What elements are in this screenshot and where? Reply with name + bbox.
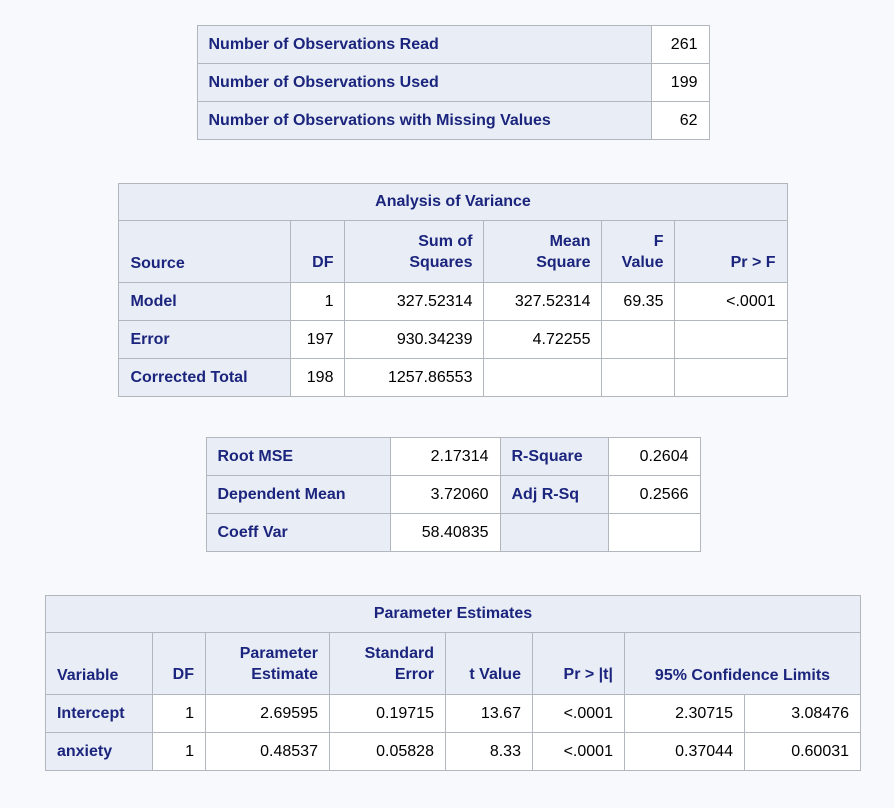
column-header-df: DF	[151, 632, 206, 695]
column-header-variable: Variable	[44, 632, 153, 695]
param-t-value-cell: 13.67	[444, 694, 533, 733]
column-header-confidence-limits: 95% Confidence Limits	[623, 632, 862, 695]
table-row: Model 1 327.52314 327.52314 69.35 <.0001	[118, 282, 788, 321]
column-header-f-value: F Value	[601, 220, 676, 283]
obs-row-label: Number of Observations Used	[196, 63, 652, 102]
table-row: Error 197 930.34239 4.72255	[118, 320, 788, 359]
fit-statistics-table: Root MSE 2.17314 R-Square 0.2604 Depende…	[205, 437, 701, 552]
column-header-sum-of-squares: Sum of Squares	[344, 220, 485, 283]
anova-df-cell: 197	[290, 320, 346, 359]
anova-mean-square-cell	[483, 358, 603, 397]
anova-row-label: Model	[118, 282, 292, 321]
fit-stat-label: R-Square	[499, 437, 609, 476]
anova-sum-squares-cell: 1257.86553	[344, 358, 485, 397]
param-estimate-cell: 0.48537	[204, 732, 330, 771]
param-df-cell: 1	[151, 732, 206, 771]
table-row: Parameter Estimates	[44, 595, 862, 633]
obs-row-label: Number of Observations Read	[196, 25, 652, 64]
parameter-estimates-table: Parameter Estimates Variable DF Paramete…	[44, 595, 862, 771]
spacer	[12, 552, 894, 595]
param-df-cell: 1	[151, 694, 206, 733]
param-ci-upper-cell: 3.08476	[743, 694, 862, 733]
anova-row-label: Error	[118, 320, 292, 359]
spacer	[12, 397, 894, 437]
fit-stat-value: 3.72060	[389, 475, 501, 514]
column-header-df: DF	[290, 220, 346, 283]
table-row: Number of Observations Used 199	[196, 63, 710, 102]
fit-stat-value: 58.40835	[389, 513, 501, 552]
fit-stat-value: 0.2604	[607, 437, 701, 476]
table-row: Coeff Var 58.40835	[205, 513, 701, 552]
obs-row-label: Number of Observations with Missing Valu…	[196, 101, 652, 140]
fit-stat-value	[607, 513, 701, 552]
table-row: anxiety 1 0.48537 0.05828 8.33 <.0001 0.…	[44, 732, 862, 771]
param-std-error-cell: 0.19715	[328, 694, 446, 733]
anova-sum-squares-cell: 930.34239	[344, 320, 485, 359]
fit-stat-label: Dependent Mean	[205, 475, 391, 514]
anova-sum-squares-cell: 327.52314	[344, 282, 485, 321]
anova-row-label: Corrected Total	[118, 358, 292, 397]
param-pr-t-cell: <.0001	[531, 694, 625, 733]
table-row: Source DF Sum of Squares Mean Square F V…	[118, 220, 788, 283]
obs-value-cell: 261	[650, 25, 710, 64]
anova-pr-f-cell: <.0001	[674, 282, 788, 321]
parameter-row-label: anxiety	[44, 732, 153, 771]
anova-f-value-cell	[601, 320, 676, 359]
anova-pr-f-cell	[674, 358, 788, 397]
table-row: Root MSE 2.17314 R-Square 0.2604	[205, 437, 701, 476]
sas-output-page: Number of Observations Read 261 Number o…	[12, 25, 894, 771]
fit-stat-value: 2.17314	[389, 437, 501, 476]
fit-stat-label	[499, 513, 609, 552]
anova-pr-f-cell	[674, 320, 788, 359]
fit-stat-label: Coeff Var	[205, 513, 391, 552]
table-title: Parameter Estimates	[44, 595, 862, 633]
column-header-standard-error: Standard Error	[328, 632, 446, 695]
table-row: Dependent Mean 3.72060 Adj R-Sq 0.2566	[205, 475, 701, 514]
fit-stat-label: Root MSE	[205, 437, 391, 476]
anova-df-cell: 198	[290, 358, 346, 397]
obs-value-cell: 62	[650, 101, 710, 140]
anova-f-value-cell	[601, 358, 676, 397]
param-t-value-cell: 8.33	[444, 732, 533, 771]
column-header-pr-f: Pr > F	[674, 220, 788, 283]
column-header-mean-square: Mean Square	[483, 220, 603, 283]
table-row: Intercept 1 2.69595 0.19715 13.67 <.0001…	[44, 694, 862, 733]
param-ci-upper-cell: 0.60031	[743, 732, 862, 771]
table-row: Corrected Total 198 1257.86553	[118, 358, 788, 397]
param-pr-t-cell: <.0001	[531, 732, 625, 771]
parameter-row-label: Intercept	[44, 694, 153, 733]
obs-value-cell: 199	[650, 63, 710, 102]
table-row: Variable DF Parameter Estimate Standard …	[44, 632, 862, 695]
anova-mean-square-cell: 4.72255	[483, 320, 603, 359]
table-row: Number of Observations with Missing Valu…	[196, 101, 710, 140]
param-std-error-cell: 0.05828	[328, 732, 446, 771]
param-ci-lower-cell: 0.37044	[623, 732, 745, 771]
anova-f-value-cell: 69.35	[601, 282, 676, 321]
param-estimate-cell: 2.69595	[204, 694, 330, 733]
column-header-t-value: t Value	[444, 632, 533, 695]
column-header-parameter-estimate: Parameter Estimate	[204, 632, 330, 695]
column-header-source: Source	[118, 220, 292, 283]
param-ci-lower-cell: 2.30715	[623, 694, 745, 733]
table-title: Analysis of Variance	[118, 183, 788, 221]
table-row: Analysis of Variance	[118, 183, 788, 221]
table-row: Number of Observations Read 261	[196, 25, 710, 64]
anova-table: Analysis of Variance Source DF Sum of Sq…	[118, 183, 788, 397]
anova-mean-square-cell: 327.52314	[483, 282, 603, 321]
spacer	[12, 140, 894, 183]
fit-stat-value: 0.2566	[607, 475, 701, 514]
fit-stat-label: Adj R-Sq	[499, 475, 609, 514]
column-header-pr-t: Pr > |t|	[531, 632, 625, 695]
anova-df-cell: 1	[290, 282, 346, 321]
observations-table: Number of Observations Read 261 Number o…	[196, 25, 710, 140]
